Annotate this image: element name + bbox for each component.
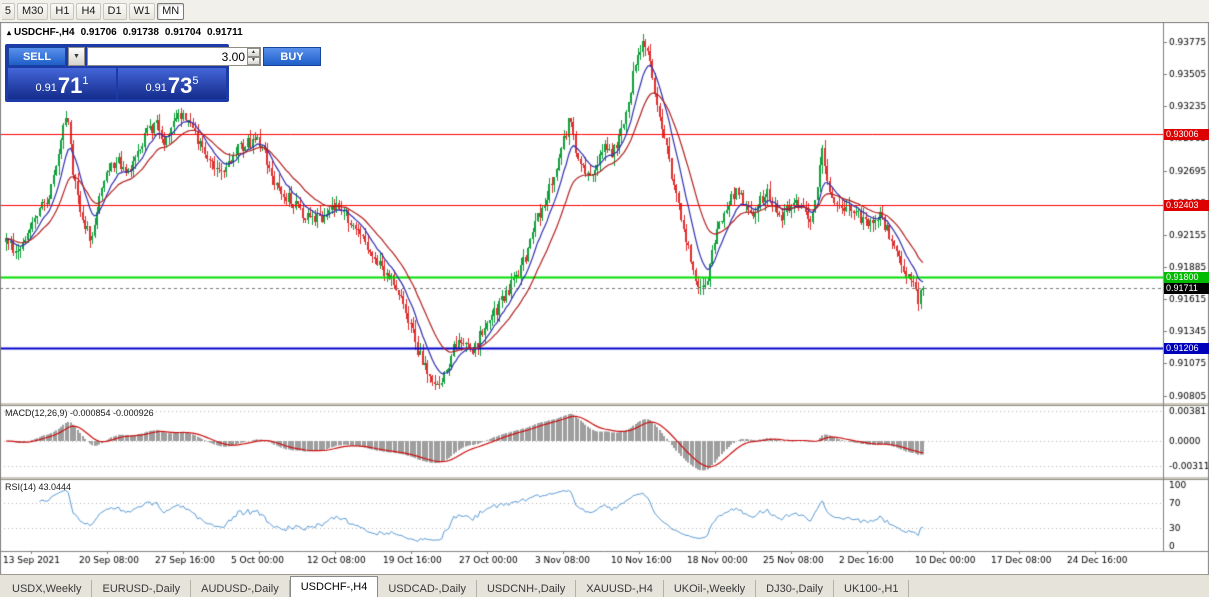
spinner-up-icon[interactable]: ▲ — [247, 48, 260, 57]
timeframe-button[interactable]: W1 — [128, 2, 156, 20]
timeframe-button[interactable]: H1 — [50, 2, 75, 20]
chart-tab[interactable]: DJ30-,Daily — [756, 580, 835, 597]
chart-title: ▴ USDCHF-,H4 0.91706 0.91738 0.91704 0.91711 — [7, 27, 243, 38]
spinner-down-icon[interactable]: ▼ — [247, 56, 260, 65]
volume-input[interactable] — [88, 48, 247, 65]
timeframe-button[interactable]: 5 — [2, 2, 15, 20]
timeframe-button[interactable]: D1 — [102, 2, 127, 20]
sell-button[interactable]: SELL — [8, 47, 66, 66]
macd-indicator-label: MACD(12,26,9) -0.000854 -0.000926 — [5, 408, 154, 418]
chart-tab[interactable]: USDCAD-,Daily — [378, 580, 477, 597]
ask-price-sup: 5 — [192, 75, 199, 87]
timeframe-toolbar: 5 M30 H1 H4 D1 W1 MN — [0, 0, 1209, 23]
chart-tab[interactable]: USDX,Weekly — [2, 580, 93, 597]
volume-field: ▲ ▼ — [87, 47, 261, 66]
timeframe-button[interactable]: M30 — [17, 2, 49, 20]
chart-symbol: USDCHF-,H4 — [14, 27, 75, 38]
timeframe-button[interactable]: H4 — [76, 2, 101, 20]
chart-tab[interactable]: EURUSD-,Daily — [92, 580, 192, 597]
chart-window: ▴ USDCHF-,H4 0.91706 0.91738 0.91704 0.91711 … — [0, 22, 1209, 575]
rsi-indicator-label: RSI(14) 43.0444 — [5, 482, 72, 492]
bid-price-big: 71 — [57, 73, 83, 98]
bid-price-sup: 1 — [82, 75, 89, 87]
one-click-trading-panel: SELL ▼ ▲ ▼ BUY 0.91 71 1 0.9 — [5, 44, 321, 102]
volume-dropdown-icon[interactable]: ▼ — [68, 47, 85, 66]
volume-spinner: ▲ ▼ — [247, 48, 260, 65]
chart-tab[interactable]: USDCNH-,Daily — [477, 580, 577, 597]
chart-tab[interactable]: AUDUSD-,Daily — [191, 580, 290, 597]
ask-price-box[interactable]: 0.91 73 5 — [118, 68, 226, 99]
price-chart-canvas[interactable] — [0, 22, 1209, 575]
chart-tab[interactable]: UK100-,H1 — [834, 580, 910, 597]
chart-tabs-bar: USDX,Weekly EURUSD-,Daily AUDUSD-,Daily USD… — [0, 574, 1209, 597]
ohlc-close: 0.91711 — [207, 27, 243, 38]
ohlc-low: 0.91704 — [164, 27, 202, 38]
bid-price-small: 0.91 — [35, 82, 57, 94]
chart-tab[interactable]: USDCHF-,H4 — [289, 576, 379, 597]
ask-price-small: 0.91 — [145, 82, 167, 94]
chart-tab[interactable]: XAUUSD-,H4 — [576, 580, 664, 597]
chart-tab[interactable]: UKOil-,Weekly — [664, 580, 757, 597]
bid-price-box[interactable]: 0.91 71 1 — [8, 68, 116, 99]
buy-button[interactable]: BUY — [263, 47, 321, 66]
ohlc-open: 0.91706 — [80, 27, 117, 38]
collapse-icon[interactable]: ▴ — [7, 28, 12, 37]
ohlc-high: 0.91738 — [122, 27, 159, 38]
ask-price-big: 73 — [167, 73, 193, 98]
timeframe-button[interactable]: MN — [157, 2, 185, 20]
